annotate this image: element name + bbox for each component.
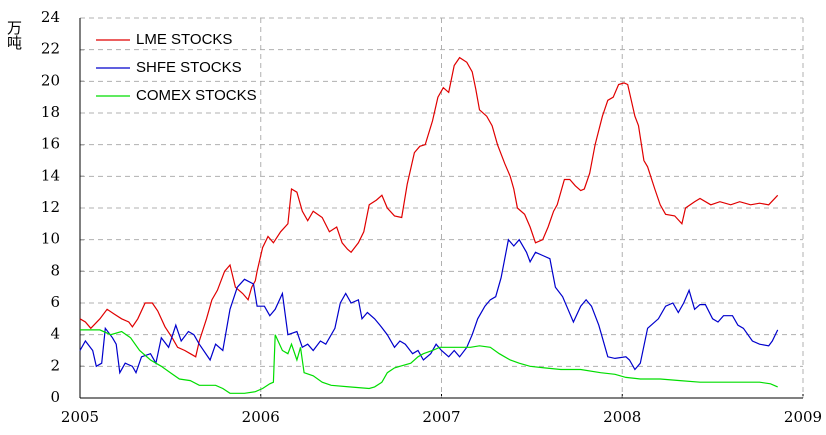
series-line	[79, 56, 779, 358]
y-tick-label: 18	[41, 103, 60, 121]
x-tick-label: 2005	[61, 408, 99, 426]
legend-label: LME STOCKS	[136, 31, 232, 48]
legend-label: SHFE STOCKS	[136, 59, 242, 76]
x-tick-label: 2007	[422, 408, 460, 426]
series-line	[79, 238, 779, 375]
x-tick-label: 2006	[242, 408, 280, 426]
y-tick-label: 20	[41, 71, 60, 89]
x-tick-label: 2008	[603, 408, 641, 426]
y-tick-label: 14	[41, 166, 60, 184]
y-axis-label: 万吨	[5, 20, 23, 50]
legend-label: COMEX STOCKS	[136, 87, 257, 104]
y-tick-label: 24	[41, 8, 60, 26]
y-tick-label: 6	[50, 293, 60, 311]
y-tick-label: 10	[41, 230, 60, 248]
y-tick-label: 2	[50, 356, 60, 374]
y-tick-label: 8	[50, 261, 60, 279]
y-tick-label: 22	[41, 40, 60, 58]
x-tick-label: 2009	[784, 408, 822, 426]
series-line	[80, 329, 778, 394]
y-tick-label: 12	[41, 198, 60, 216]
y-tick-label: 4	[50, 325, 60, 343]
y-tick-label: 16	[41, 135, 60, 153]
y-tick-label: 0	[50, 388, 60, 406]
